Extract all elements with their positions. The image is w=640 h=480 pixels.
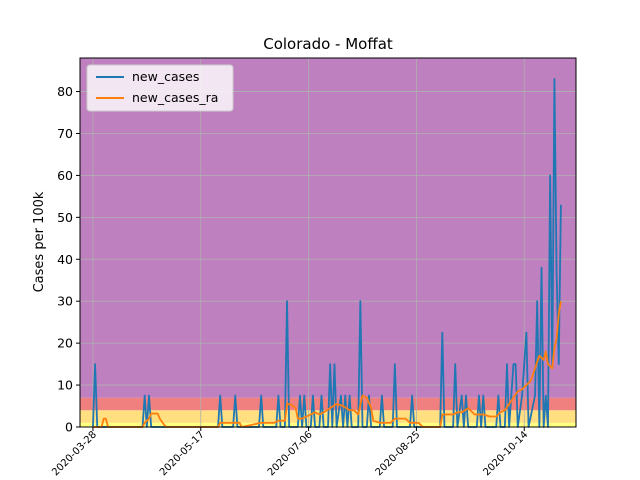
y-tick-label-2: 20 <box>57 336 73 351</box>
legend-label-new-cases-ra: new_cases_ra <box>132 90 218 105</box>
risk-bands <box>80 58 576 427</box>
y-tick-label-1: 10 <box>57 378 73 393</box>
legend-label-new-cases: new_cases <box>132 69 199 84</box>
chart-title: Colorado - Moffat <box>263 35 393 53</box>
y-axis-ticks: 0 10 20 30 40 50 60 70 80 <box>57 84 80 435</box>
y-tick-label-0: 0 <box>65 420 73 435</box>
y-tick-label-8: 80 <box>57 84 73 99</box>
plot-frame <box>79 57 577 428</box>
risk-band-3 <box>80 58 576 398</box>
y-tick-label-3: 30 <box>57 294 73 309</box>
y-tick-label-7: 70 <box>57 126 73 141</box>
y-axis-label: Cases per 100k <box>32 191 47 292</box>
y-tick-label-5: 50 <box>57 210 73 225</box>
y-tick-label-6: 60 <box>57 168 73 183</box>
y-tick-label-4: 40 <box>57 252 73 267</box>
legend: new_cases new_cases_ra <box>86 64 234 112</box>
